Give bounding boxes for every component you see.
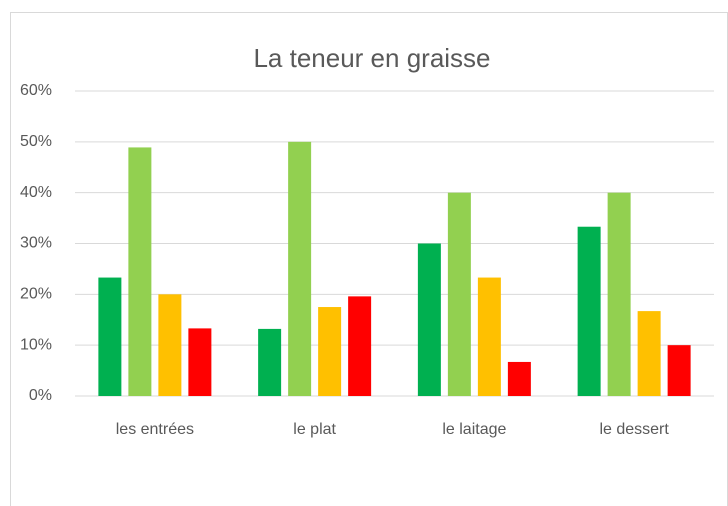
bar [258,328,282,396]
bar [667,345,691,396]
bar [637,311,661,396]
y-tick-label: 10% [20,336,52,353]
bar [607,192,631,396]
bar [348,296,372,396]
y-tick-label: 30% [20,235,52,252]
bar [188,328,212,396]
bar [128,147,152,396]
bar [158,294,182,396]
x-tick-label: le dessert [599,421,669,438]
x-tick-label: le laitage [442,421,506,438]
bar [577,226,601,396]
y-tick-label: 0% [29,387,52,404]
bar [417,243,441,396]
chart-title: La teneur en graisse [253,43,490,73]
y-tick-label: 40% [20,184,52,201]
bar [318,307,342,396]
y-tick-label: 50% [20,133,52,150]
bar [288,141,312,396]
x-tick-label: le plat [293,421,336,438]
y-tick-label: 60% [20,82,52,99]
bar [447,192,471,396]
x-tick-label: les entrées [116,421,194,438]
y-tick-label: 20% [20,286,52,303]
bar [98,277,122,396]
bar [477,277,501,396]
bar [507,361,531,396]
